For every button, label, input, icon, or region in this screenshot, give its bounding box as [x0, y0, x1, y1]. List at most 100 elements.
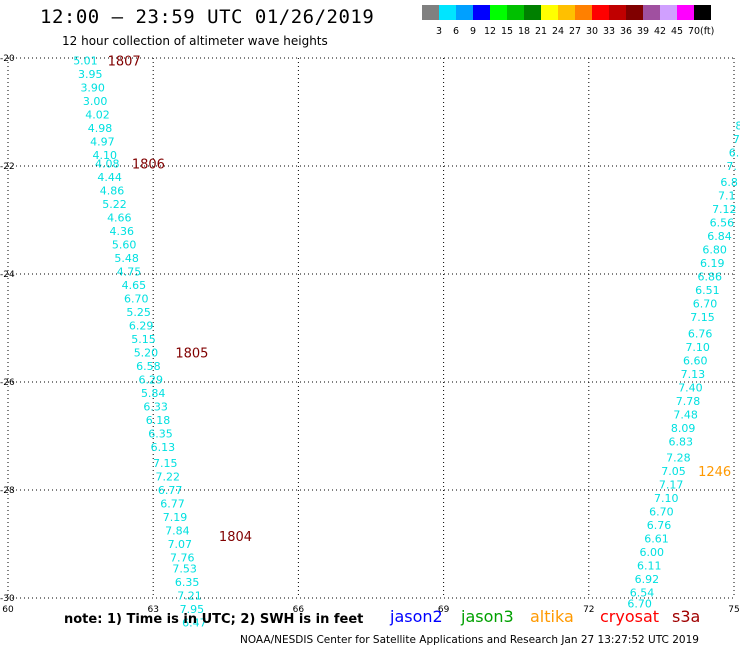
legend-color-swatch [422, 5, 439, 20]
wave-height-label: 5.48 [114, 252, 139, 265]
y-tick-label: -26 [0, 378, 15, 388]
wave-height-label: 4.44 [97, 171, 122, 184]
legend-scale-label: 42 [653, 26, 667, 37]
wave-height-label: 4.02 [85, 109, 110, 122]
wave-height-label: 4.66 [107, 211, 132, 224]
footer-credit: NOAA/NESDIS Center for Satellite Applica… [240, 634, 699, 646]
wave-height-label: 7 [733, 133, 740, 146]
y-tick-label: -22 [0, 162, 15, 172]
wave-height-label: 5.22 [102, 198, 127, 211]
wave-height-label: 6.8 [720, 176, 738, 189]
legend-color-swatch [541, 5, 558, 20]
wave-height-label: 6.13 [151, 441, 176, 454]
pass-time-label: 1807 [108, 55, 141, 70]
legend-color-swatch [609, 5, 626, 20]
wave-height-label: 4.75 [117, 265, 142, 278]
wave-height-label: 7.19 [163, 511, 188, 524]
wave-height-label: 6.54 [630, 587, 655, 600]
wave-height-label: 6.33 [143, 400, 168, 413]
wave-height-label: 6.76 [688, 327, 713, 340]
legend-color-swatch [575, 5, 592, 20]
wave-height-label: 7.10 [685, 341, 710, 354]
wave-height-label: 6.35 [175, 576, 200, 589]
legend-color-swatch [524, 5, 541, 20]
wave-height-label: 5.84 [141, 387, 166, 400]
legend-scale-label: 39 [636, 26, 650, 37]
wave-height-label: 4.97 [90, 136, 115, 149]
wave-height-label: 6.70 [693, 298, 718, 311]
wave-height-label: 6.47 [182, 616, 207, 629]
wave-height-label: 3.00 [83, 95, 108, 108]
wave-height-label: 8 [735, 120, 740, 133]
legend-scale-label: 3 [435, 26, 443, 37]
wave-height-label: 7.84 [165, 525, 190, 538]
wave-height-label: 5.01 [73, 55, 98, 68]
legend-color-swatch [439, 5, 456, 20]
legend-scale-label: 6 [452, 26, 460, 37]
wave-height-label: 5.15 [131, 333, 156, 346]
wave-height-label: 6.60 [683, 354, 708, 367]
wave-height-label: 6.70 [627, 597, 652, 610]
chart-subtitle: 12 hour collection of altimeter wave hei… [62, 34, 328, 48]
wave-height-label: 4.65 [122, 279, 147, 292]
wave-height-label: 6.58 [136, 360, 161, 373]
wave-height-label: 6.56 [710, 217, 735, 230]
pass-time-label: 1804 [219, 530, 252, 545]
legend-scale-label: 12 [483, 26, 497, 37]
legend-unit-label: (ft) [700, 26, 715, 37]
x-tick-label: 60 [2, 605, 14, 615]
legend-scale-label: 45 [670, 26, 684, 37]
wave-height-label: 6.51 [695, 284, 720, 297]
wave-height-label: 6.70 [649, 506, 674, 519]
wave-height-label: 3.90 [80, 82, 105, 95]
satellite-legend-altika: altika [530, 607, 574, 626]
wave-height-label: 7.10 [654, 492, 679, 505]
legend-color-swatch [643, 5, 660, 20]
x-tick-label: 72 [583, 605, 594, 615]
wave-height-label: 6.77 [160, 498, 185, 511]
wave-height-label: 7.17 [659, 479, 684, 492]
wave-height-label: 6.76 [647, 519, 672, 532]
satellite-legend-jason3: jason3 [461, 607, 514, 626]
wave-height-label: 8.09 [671, 422, 696, 435]
legend-color-swatch [490, 5, 507, 20]
wave-height-label: 7. [726, 160, 737, 173]
wave-height-label: 6. [729, 147, 740, 160]
legend-scale-label: 24 [551, 26, 565, 37]
pass-time-label: 1805 [175, 346, 208, 361]
wave-height-label: 7.21 [177, 589, 202, 602]
legend-scale-label: 70 [687, 26, 701, 37]
wave-height-label: 4.86 [100, 184, 125, 197]
legend-scale-label: 15 [500, 26, 514, 37]
wave-height-label: 4.10 [93, 149, 118, 162]
wave-height-label: 6.18 [146, 414, 171, 427]
legend-color-swatch [507, 5, 524, 20]
wave-height-label: 4.08 [95, 157, 120, 170]
wave-height-label: 7.1 [718, 190, 736, 203]
wave-height-label: 6.19 [700, 257, 725, 270]
wave-height-label: 6.83 [669, 435, 694, 448]
satellite-legend-cryosat: cryosat [600, 607, 660, 626]
wave-height-label: 7.05 [661, 465, 686, 478]
wave-height-label: 6.70 [124, 292, 149, 305]
legend-scale-label: 9 [469, 26, 477, 37]
wave-height-label: 7.15 [690, 311, 715, 324]
wave-height-label: 7.22 [155, 471, 180, 484]
wave-height-label: 7.07 [168, 538, 193, 551]
wave-height-label: 6.86 [698, 271, 723, 284]
wave-height-label: 6.84 [707, 230, 732, 243]
wave-height-label: 6.77 [158, 484, 183, 497]
wave-height-label: 7.48 [673, 408, 698, 421]
y-tick-label: -30 [0, 594, 15, 604]
y-tick-label: -24 [0, 270, 15, 280]
wave-height-label: 5.20 [134, 346, 159, 359]
legend-color-swatch [456, 5, 473, 20]
wave-height-label: 4.36 [109, 225, 134, 238]
satellite-legend-jason2: jason2 [390, 607, 443, 626]
y-tick-label: -28 [0, 486, 15, 496]
wave-height-label: 7.28 [666, 452, 691, 465]
wave-height-label: 5.60 [112, 238, 137, 251]
x-tick-label: 69 [438, 605, 450, 615]
wave-height-label: 6.29 [129, 319, 154, 332]
